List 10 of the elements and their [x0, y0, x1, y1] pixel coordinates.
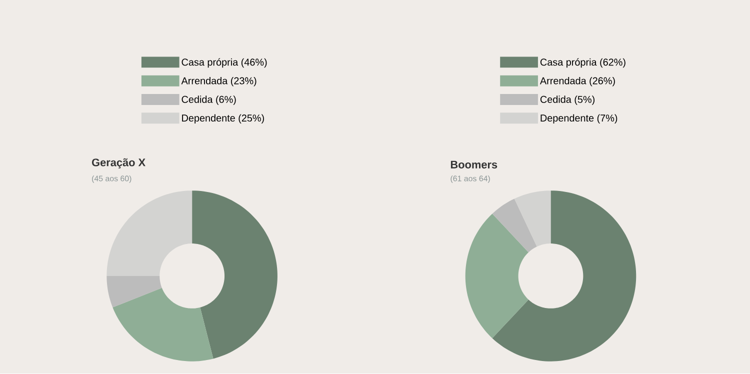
legend-label: Casa própria (62%) [540, 58, 626, 68]
legend-label: Cedida (5%) [540, 96, 594, 106]
legend-label: Dependente (7%) [540, 114, 618, 124]
legend-label: Casa própria (46%) [182, 58, 267, 68]
text: Boomers [450, 161, 498, 169]
text: Geração X [92, 158, 146, 169]
legend-label: Arrendada (23%) [181, 77, 256, 86]
legend-label: Arrendada (26%) [540, 77, 615, 86]
legend-label: Dependente (25%) [182, 114, 264, 124]
legend-label: Cedida (6%) [182, 96, 236, 106]
